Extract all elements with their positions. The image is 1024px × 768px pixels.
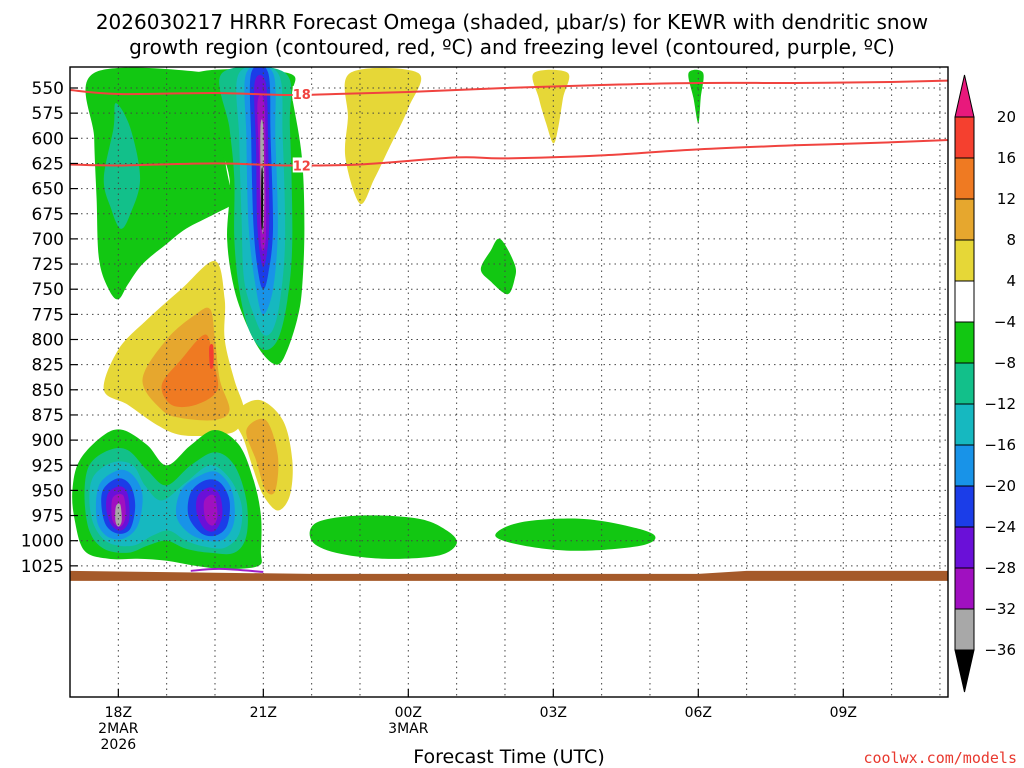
x-tick-label-2026: 2026 xyxy=(101,737,137,753)
chart-title-line1: 2026030217 HRRR Forecast Omega (shaded, … xyxy=(96,10,928,34)
colorbar-swatch-5 xyxy=(954,280,975,323)
colorbar-label-2: 12 xyxy=(997,190,1016,208)
colorbar-swatch-3 xyxy=(954,198,975,241)
contour-label-dgz-18C: 18 xyxy=(293,88,311,103)
contour-dgz-18C xyxy=(70,79,948,97)
colorbar-label-9: −20 xyxy=(984,477,1016,495)
contour-dgz-12C xyxy=(70,139,948,167)
colorbar-label-8: −16 xyxy=(984,436,1016,454)
contour-label-dgz-12C: 12 xyxy=(293,159,311,174)
y-tick-label-650: 650 xyxy=(32,180,64,200)
region-gold-lower-21z xyxy=(246,418,279,495)
x-axis-label: Forecast Time (UTC) xyxy=(413,746,604,768)
region-green-0130z-mid xyxy=(480,238,517,295)
colorbar-swatch-10 xyxy=(954,485,975,528)
y-tick-label-1000: 1000 xyxy=(21,532,64,552)
y-tick-label-975: 975 xyxy=(32,507,64,527)
x-tick-label-21Z: 21Z xyxy=(250,705,277,721)
contour-label-bg-dgz-18C xyxy=(292,86,312,102)
colorbar-label-4: 4 xyxy=(1006,272,1016,290)
y-tick-label-700: 700 xyxy=(32,230,64,250)
colorbar-swatch-7 xyxy=(954,362,975,405)
contour-freezing-level xyxy=(190,567,264,573)
colorbar-swatch-12 xyxy=(954,567,975,610)
contour-label-bg-dgz-12C xyxy=(292,157,312,173)
colorbar-swatch-13 xyxy=(954,608,975,651)
region-red-left-mid xyxy=(209,343,214,369)
y-tick-label-575: 575 xyxy=(32,104,64,124)
y-tick-label-750: 750 xyxy=(32,280,64,300)
colorbar-bottom-triangle xyxy=(954,649,975,693)
y-tick-label-550: 550 xyxy=(32,79,64,99)
y-tick-label-800: 800 xyxy=(32,331,64,351)
y-tick-label-600: 600 xyxy=(32,129,64,149)
y-tick-label-850: 850 xyxy=(32,381,64,401)
colorbar-swatch-6 xyxy=(954,321,975,364)
region-yellow-00z-top xyxy=(344,67,422,205)
colorbar-label-11: −28 xyxy=(984,559,1016,577)
colorbar-swatch-11 xyxy=(954,526,975,569)
colorbar-label-5: −4 xyxy=(994,313,1016,331)
colorbar-label-0: 20 xyxy=(997,108,1016,126)
colorbar-label-10: −24 xyxy=(984,518,1016,536)
x-tick-label-2MAR: 2MAR xyxy=(98,721,139,737)
colorbar-top-triangle xyxy=(954,74,975,118)
colorbar-swatch-1 xyxy=(954,116,975,159)
chart-title-line2: growth region (contoured, red, ºC) and f… xyxy=(129,35,895,59)
region-green-00z-bottom xyxy=(309,515,457,559)
y-tick-label-725: 725 xyxy=(32,255,64,275)
x-tick-label-3MAR: 3MAR xyxy=(388,721,429,737)
x-tick-label-06Z: 06Z xyxy=(685,705,712,721)
shaded-regions xyxy=(72,67,704,569)
colorbar-swatch-4 xyxy=(954,239,975,282)
region-black-21z-column xyxy=(261,167,264,231)
colorbar-label-3: 8 xyxy=(1006,231,1016,249)
region-green-03z-bottom xyxy=(495,518,656,551)
terrain xyxy=(70,570,948,581)
colorbar-label-1: 16 xyxy=(997,149,1016,167)
colorbar-label-13: −36 xyxy=(984,641,1016,659)
y-tick-label-925: 925 xyxy=(32,456,64,476)
colorbar-swatch-2 xyxy=(954,157,975,200)
colorbar-swatch-9 xyxy=(954,444,975,487)
y-tick-label-625: 625 xyxy=(32,154,64,174)
y-axis-ticks: 550 575 600 625 650 675 700 725 750 775 800 825 850 8… xyxy=(21,79,78,577)
region-magenta-lower-right xyxy=(203,494,218,526)
gridlines xyxy=(70,67,948,697)
x-tick-label-00Z: 00Z xyxy=(395,705,422,721)
y-tick-label-825: 825 xyxy=(32,356,64,376)
colorbar-swatch-8 xyxy=(954,403,975,446)
x-tick-label-09Z: 09Z xyxy=(830,705,857,721)
y-tick-label-675: 675 xyxy=(32,205,64,225)
colorbar: 20 16 12 8 4 −4 −8 −12 −16 −20 −24 −28 −32 −36 xyxy=(954,74,1016,693)
region-orange-left-mid xyxy=(161,334,219,408)
terrain-surface xyxy=(70,570,948,581)
x-tick-label-03Z: 03Z xyxy=(540,705,567,721)
colorbar-label-6: −8 xyxy=(994,354,1016,372)
x-tick-label-18Z: 18Z xyxy=(105,705,132,721)
colorbar-label-7: −12 xyxy=(984,395,1016,413)
y-tick-label-900: 900 xyxy=(32,431,64,451)
y-tick-label-950: 950 xyxy=(32,481,64,501)
y-tick-label-775: 775 xyxy=(32,305,64,325)
colorbar-label-12: −32 xyxy=(984,600,1016,618)
y-tick-label-875: 875 xyxy=(32,406,64,426)
plot-frame xyxy=(69,66,949,698)
region-gray-lower-left xyxy=(115,503,122,527)
y-tick-label-1025: 1025 xyxy=(21,557,64,577)
credit-text[interactable]: coolwx.com/models xyxy=(863,749,1017,767)
